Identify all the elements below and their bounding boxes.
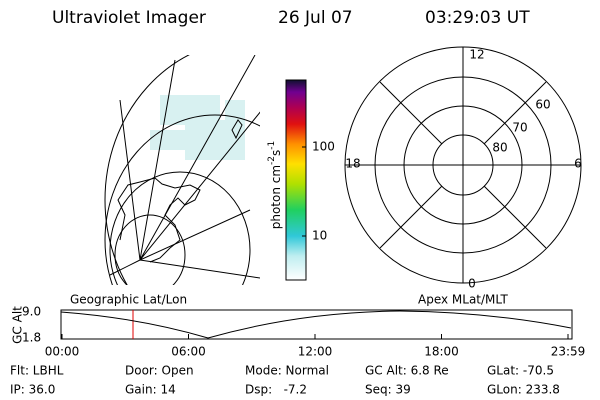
time-tick-label: 18:00: [424, 345, 459, 359]
time-tick-label: 23:59: [551, 345, 586, 359]
mlt-label: 18: [345, 157, 360, 171]
colorbar-label: photon cm-2s-1: [267, 141, 283, 230]
map: [104, 55, 260, 285]
time-tick-label: 00:00: [45, 345, 80, 359]
right-label: Apex MLat/MLT: [418, 293, 508, 307]
left-label: Geographic Lat/Lon: [70, 293, 187, 307]
mlt-label: 12: [469, 48, 484, 62]
title: Ultraviolet Imager: [52, 8, 206, 28]
time-tick-label: 12:00: [298, 345, 333, 359]
alt-min: 1.8: [22, 331, 41, 345]
info-field: Door: Open: [125, 364, 194, 378]
mlat-label: 70: [512, 121, 527, 135]
mlat-label: 60: [535, 98, 550, 112]
info-field: IP: 36.0: [10, 383, 55, 397]
info-field: Flt: LBHL: [10, 364, 64, 378]
alt-frame: [60, 309, 573, 340]
time: 03:29:03 UT: [425, 8, 530, 28]
alt-curve: [60, 310, 572, 339]
colorbar-tick: 10: [312, 229, 327, 243]
date: 26 Jul 07: [278, 8, 353, 28]
info-field: Gain: 14: [125, 383, 176, 397]
info-field: GLat: -70.5: [487, 364, 554, 378]
info-field: Dsp: -7.2: [245, 383, 307, 397]
info-field: Mode: Normal: [245, 364, 329, 378]
polar-grid: [344, 46, 582, 284]
colorbar-tick: 100: [312, 140, 335, 154]
info-field: GC Alt: 6.8 Re: [365, 364, 449, 378]
mlat-label: 80: [492, 141, 507, 155]
colorbar: [285, 79, 307, 281]
axis-title: GC Alt: [11, 306, 25, 344]
mlt-label: 6: [574, 157, 582, 171]
info-field: Seq: 39: [365, 383, 411, 397]
mlt-label: 0: [468, 277, 476, 291]
time-tick-label: 06:00: [171, 345, 206, 359]
info-field: GLon: 233.8: [487, 383, 560, 397]
alt-max: 9.0: [22, 305, 41, 319]
